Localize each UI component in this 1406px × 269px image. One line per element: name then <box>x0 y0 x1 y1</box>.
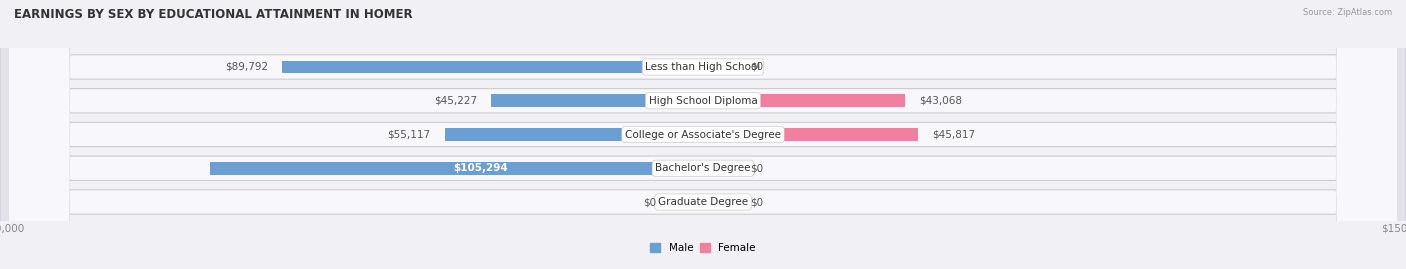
Text: $0: $0 <box>643 197 657 207</box>
Text: $105,294: $105,294 <box>454 163 509 173</box>
Text: High School Diploma: High School Diploma <box>648 96 758 106</box>
Text: $45,817: $45,817 <box>932 129 974 140</box>
Bar <box>491 94 703 107</box>
Text: $55,117: $55,117 <box>388 129 430 140</box>
Text: Bachelor's Degree: Bachelor's Degree <box>655 163 751 173</box>
Bar <box>209 162 703 175</box>
Legend: Male, Female: Male, Female <box>650 243 756 253</box>
Text: Source: ZipAtlas.com: Source: ZipAtlas.com <box>1303 8 1392 17</box>
Text: College or Associate's Degree: College or Associate's Degree <box>626 129 780 140</box>
FancyBboxPatch shape <box>10 0 1396 269</box>
FancyBboxPatch shape <box>10 0 1396 269</box>
Bar <box>283 61 703 73</box>
Text: EARNINGS BY SEX BY EDUCATIONAL ATTAINMENT IN HOMER: EARNINGS BY SEX BY EDUCATIONAL ATTAINMEN… <box>14 8 413 21</box>
Bar <box>703 94 905 107</box>
Bar <box>703 162 741 175</box>
Text: $0: $0 <box>749 197 763 207</box>
Text: $0: $0 <box>749 163 763 173</box>
Text: Graduate Degree: Graduate Degree <box>658 197 748 207</box>
Text: $45,227: $45,227 <box>434 96 477 106</box>
Bar <box>703 196 741 208</box>
Text: $43,068: $43,068 <box>920 96 962 106</box>
Text: $89,792: $89,792 <box>225 62 269 72</box>
Text: Less than High School: Less than High School <box>645 62 761 72</box>
FancyBboxPatch shape <box>10 0 1396 269</box>
FancyBboxPatch shape <box>10 0 1396 269</box>
FancyBboxPatch shape <box>10 0 1396 269</box>
Bar <box>444 128 703 141</box>
Bar <box>703 61 741 73</box>
Bar <box>665 196 703 208</box>
Text: $0: $0 <box>749 62 763 72</box>
Bar <box>703 128 918 141</box>
